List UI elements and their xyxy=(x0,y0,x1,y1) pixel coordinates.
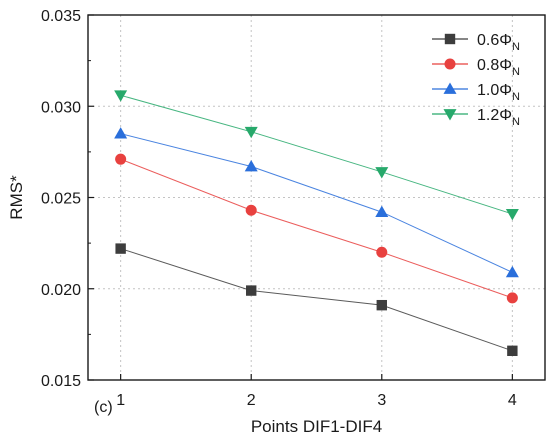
legend-subscript: N xyxy=(512,91,520,103)
series-line xyxy=(120,94,513,215)
data-point xyxy=(507,345,518,356)
y-axis-label: RMS* xyxy=(7,175,26,220)
data-point xyxy=(115,153,127,165)
y-tick-label: 0.015 xyxy=(41,373,81,390)
series-line xyxy=(120,133,513,273)
data-point xyxy=(115,243,126,254)
y-tick-label: 0.030 xyxy=(41,99,81,116)
series-layer xyxy=(114,90,519,356)
series-line xyxy=(120,248,513,352)
series-4 xyxy=(114,90,519,221)
data-point xyxy=(506,292,518,304)
x-tick-label: 4 xyxy=(508,392,517,409)
legend-label: 0.6ΦN xyxy=(477,32,520,53)
legend-marker xyxy=(444,58,456,70)
legend-item: 1.2ΦN xyxy=(432,107,520,128)
axis-ticks: 1 2 3 4 0.015 0.020 0.025 0.030 0.035 xyxy=(41,8,517,409)
legend-subscript: N xyxy=(512,66,520,78)
legend-subscript: N xyxy=(512,41,520,53)
data-point xyxy=(246,285,257,296)
data-point xyxy=(376,246,388,258)
legend-marker xyxy=(443,82,457,94)
data-point xyxy=(376,299,387,311)
panel-label: (c) xyxy=(94,399,113,416)
legend-label: 1.0ΦN xyxy=(477,82,520,103)
series-line xyxy=(120,158,513,299)
data-point xyxy=(244,126,258,139)
series-3 xyxy=(114,127,519,278)
legend-marker xyxy=(444,33,456,45)
legend-item: 0.8ΦN xyxy=(432,57,520,78)
data-point xyxy=(244,159,258,172)
legend-marker xyxy=(443,109,457,121)
data-point xyxy=(505,209,519,221)
legend-label: 0.8ΦN xyxy=(477,57,520,78)
data-point xyxy=(114,127,128,139)
legend: 0.6ΦN 0.8ΦN 1.0ΦN 1.2ΦN xyxy=(432,32,520,128)
data-point xyxy=(375,167,389,179)
series-2 xyxy=(115,153,518,304)
x-tick-label: 3 xyxy=(377,392,386,409)
data-point xyxy=(375,205,389,217)
legend-item: 1.0ΦN xyxy=(432,82,520,103)
legend-label: 1.2ΦN xyxy=(477,107,520,128)
y-tick-label: 0.035 xyxy=(41,8,81,25)
legend-subscript: N xyxy=(512,116,520,128)
x-axis-label: Points DIF1-DIF4 xyxy=(251,417,382,436)
x-tick-label: 2 xyxy=(247,392,256,409)
y-tick-label: 0.020 xyxy=(41,282,81,299)
data-point xyxy=(245,204,257,216)
legend-item: 0.6ΦN xyxy=(432,32,520,53)
x-tick-label: 1 xyxy=(116,392,125,409)
y-tick-label: 0.025 xyxy=(41,191,81,208)
grid-lines xyxy=(88,15,545,380)
data-point xyxy=(114,90,128,102)
series-1 xyxy=(115,243,518,356)
data-point xyxy=(505,265,519,278)
